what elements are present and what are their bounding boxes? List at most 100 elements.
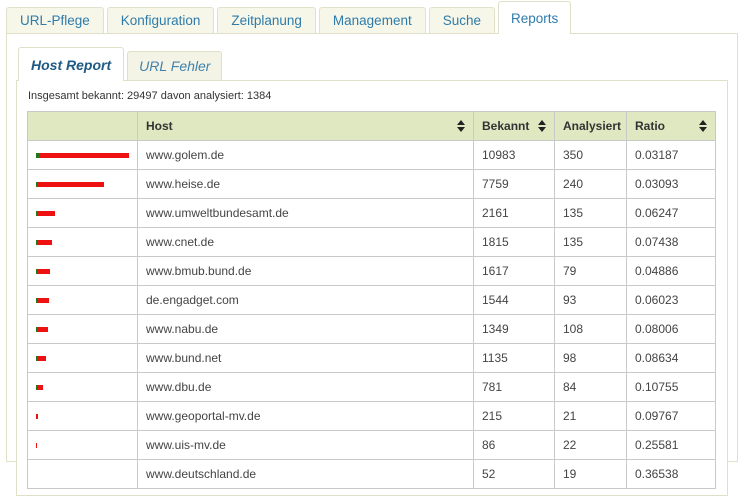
table-row: www.dbu.de 781 84 0.10755 — [27, 372, 716, 402]
bekannt-cell: 2161 — [473, 198, 555, 228]
sort-icon — [457, 120, 465, 132]
analysiert-cell: 19 — [554, 459, 627, 489]
bekannt-bar — [37, 326, 48, 332]
ratio-cell: 0.03093 — [626, 169, 716, 199]
table-row: www.deutschland.de 52 19 0.36538 — [27, 459, 716, 489]
analysiert-cell: 79 — [554, 256, 627, 286]
table-row: www.uis-mv.de 86 22 0.25581 — [27, 430, 716, 460]
ratio-bar-cell — [27, 227, 138, 257]
host-cell: www.deutschland.de — [137, 459, 474, 489]
analysiert-bar — [36, 355, 37, 361]
analysiert-bar — [36, 239, 37, 245]
bekannt-bar — [37, 384, 43, 390]
column-header-analysiert-label: Analysiert — [563, 119, 622, 133]
ratio-bar-cell — [27, 343, 138, 373]
analysiert-cell: 84 — [554, 372, 627, 402]
ratio-cell: 0.07438 — [626, 227, 716, 257]
ratio-bar-cell — [27, 430, 138, 460]
ratio-bar-cell — [27, 198, 138, 228]
analysiert-bar — [36, 181, 38, 187]
sub-tab-url-fehler[interactable]: URL Fehler — [127, 51, 223, 80]
ratio-cell: 0.09767 — [626, 401, 716, 431]
ratio-cell: 0.08006 — [626, 314, 716, 344]
sort-icon — [538, 120, 546, 132]
bekannt-bar — [38, 181, 104, 187]
bekannt-bar — [37, 297, 49, 303]
bekannt-cell: 1349 — [473, 314, 555, 344]
ratio-bar-cell — [27, 169, 138, 199]
main-tab-suche[interactable]: Suche — [428, 7, 495, 33]
bekannt-bar — [37, 210, 55, 216]
analysiert-bar — [36, 210, 37, 216]
table-row: www.bmub.bund.de 1617 79 0.04886 — [27, 256, 716, 286]
host-cell: www.golem.de — [137, 140, 474, 170]
host-report-panel: Insgesamt bekannt: 29497 davon analysier… — [16, 80, 728, 496]
table-row: www.umweltbundesamt.de 2161 135 0.06247 — [27, 198, 716, 228]
analysiert-cell: 135 — [554, 198, 627, 228]
ratio-bar-cell — [27, 256, 138, 286]
analysiert-bar — [36, 297, 37, 303]
bekannt-bar — [37, 268, 50, 274]
column-header-ratio[interactable]: Ratio — [626, 111, 716, 141]
ratio-bar-cell — [27, 372, 138, 402]
ratio-bar-cell — [27, 314, 138, 344]
bekannt-cell: 1815 — [473, 227, 555, 257]
bekannt-cell: 215 — [473, 401, 555, 431]
main-tab-url-pflege[interactable]: URL-Pflege — [6, 7, 104, 33]
column-header-host[interactable]: Host — [137, 111, 474, 141]
host-cell: www.nabu.de — [137, 314, 474, 344]
analysiert-cell: 93 — [554, 285, 627, 315]
analysiert-bar — [36, 384, 37, 390]
column-header-ratio-label: Ratio — [635, 119, 665, 133]
column-header-bar — [27, 111, 138, 141]
page: URL-Pflege Konfiguration Zeitplanung Man… — [6, 1, 738, 496]
main-tab-reports[interactable]: Reports — [498, 1, 572, 34]
bekannt-bar — [36, 413, 38, 419]
ratio-cell: 0.36538 — [626, 459, 716, 489]
analysiert-cell: 21 — [554, 401, 627, 431]
table-row: www.heise.de 7759 240 0.03093 — [27, 169, 716, 199]
main-tab-management[interactable]: Management — [318, 7, 426, 33]
host-cell: de.engadget.com — [137, 285, 474, 315]
sub-tab-host-report[interactable]: Host Report — [18, 47, 125, 81]
host-cell: www.dbu.de — [137, 372, 474, 402]
host-cell: www.geoportal-mv.de — [137, 401, 474, 431]
table-row: www.golem.de 10983 350 0.03187 — [27, 140, 716, 170]
bekannt-bar — [37, 355, 46, 361]
bekannt-cell: 1544 — [473, 285, 555, 315]
bekannt-bar — [37, 239, 52, 245]
ratio-cell: 0.03187 — [626, 140, 716, 170]
ratio-bar-cell — [27, 401, 138, 431]
bekannt-cell: 1617 — [473, 256, 555, 286]
host-cell: www.uis-mv.de — [137, 430, 474, 460]
host-cell: www.umweltbundesamt.de — [137, 198, 474, 228]
ratio-bar-cell — [27, 285, 138, 315]
reports-panel: Host Report URL Fehler Insgesamt bekannt… — [6, 33, 738, 496]
totals-summary: Insgesamt bekannt: 29497 davon analysier… — [28, 90, 272, 102]
host-cell: www.heise.de — [137, 169, 474, 199]
analysiert-cell: 108 — [554, 314, 627, 344]
table-row: www.geoportal-mv.de 215 21 0.09767 — [27, 401, 716, 431]
bekannt-cell: 1135 — [473, 343, 555, 373]
ratio-cell: 0.25581 — [626, 430, 716, 460]
bekannt-cell: 7759 — [473, 169, 555, 199]
column-header-bekannt[interactable]: Bekannt — [473, 111, 555, 141]
ratio-cell: 0.06247 — [626, 198, 716, 228]
ratio-cell: 0.06023 — [626, 285, 716, 315]
main-tab-konfiguration[interactable]: Konfiguration — [106, 7, 215, 33]
analysiert-bar — [36, 152, 39, 158]
bekannt-cell: 86 — [473, 430, 555, 460]
table-row: www.cnet.de 1815 135 0.07438 — [27, 227, 716, 257]
column-header-bekannt-label: Bekannt — [482, 119, 530, 133]
table-body: www.golem.de 10983 350 0.03187 www.heise… — [27, 140, 716, 489]
bekannt-cell: 781 — [473, 372, 555, 402]
column-header-analysiert[interactable]: Analysiert — [554, 111, 627, 141]
report-sub-tab-bar: Host Report URL Fehler — [16, 47, 728, 81]
analysiert-bar — [36, 268, 37, 274]
bekannt-cell: 52 — [473, 459, 555, 489]
host-cell: www.bund.net — [137, 343, 474, 373]
ratio-bar-cell — [27, 140, 138, 170]
main-tab-zeitplanung[interactable]: Zeitplanung — [217, 7, 316, 33]
ratio-cell: 0.04886 — [626, 256, 716, 286]
column-header-host-label: Host — [146, 119, 173, 133]
